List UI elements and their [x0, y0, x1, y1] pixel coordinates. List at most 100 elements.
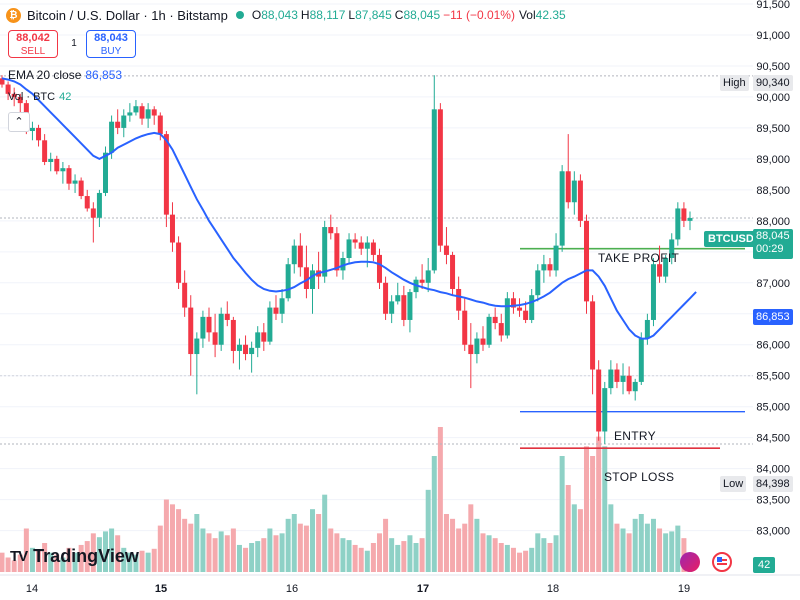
- volume-bar: [358, 547, 364, 572]
- volume-bar: [407, 535, 413, 572]
- volume-bar: [145, 552, 151, 572]
- candle-body: [681, 208, 687, 221]
- volume-bar: [127, 552, 133, 572]
- volume-bar: [437, 427, 443, 572]
- volume-bar: [103, 531, 109, 572]
- events-icon[interactable]: [680, 552, 700, 572]
- volume-bar: [279, 533, 285, 572]
- volume-bar: [60, 557, 66, 572]
- ema-legend[interactable]: EMA 20 close 86,853: [8, 68, 122, 82]
- candle-body: [121, 115, 127, 128]
- candle-body: [291, 245, 297, 265]
- volume-bar: [23, 528, 29, 572]
- volume-bar: [663, 533, 669, 572]
- candle-body: [334, 233, 340, 271]
- volume-bar: [48, 552, 54, 572]
- volume-bar: [236, 544, 242, 572]
- volume-bar: [608, 504, 614, 572]
- volume-bar: [376, 533, 382, 572]
- volume-bar: [596, 436, 602, 572]
- volume-bar: [115, 535, 121, 572]
- price-tick-label: 84,000: [756, 464, 790, 476]
- candle-body: [364, 242, 370, 249]
- sell-button[interactable]: 88,042 SELL: [8, 30, 58, 58]
- tradingview-mark-icon: TV: [10, 548, 28, 565]
- volume-bar: [413, 543, 419, 572]
- price-tick-label: 88,000: [756, 216, 790, 228]
- candle-body: [66, 168, 72, 184]
- volume-bar: [620, 528, 626, 572]
- volume-bar: [285, 518, 291, 572]
- candle-body: [663, 258, 669, 277]
- candle-body: [176, 242, 182, 283]
- buy-label: BUY: [100, 46, 122, 57]
- volume-bar: [66, 547, 72, 572]
- candle-body: [395, 295, 401, 302]
- candlesticks: [0, 75, 693, 444]
- candle-body: [206, 316, 212, 333]
- candle-body: [462, 310, 468, 345]
- candle-body: [163, 134, 169, 215]
- candle-body: [84, 196, 90, 209]
- volume-bar: [480, 533, 486, 572]
- collapse-legend-button[interactable]: ⌃: [8, 112, 30, 132]
- us-flag-icon[interactable]: [712, 552, 732, 572]
- volume-bar: [72, 552, 78, 572]
- volume-bar: [565, 485, 571, 572]
- volume-bar: [169, 504, 175, 572]
- volume-bars: [0, 427, 693, 572]
- price-tick-label: 90,000: [756, 92, 790, 104]
- volume-bar: [529, 547, 535, 572]
- candle-body: [650, 264, 656, 320]
- candle-body: [133, 106, 139, 113]
- volume-bar: [200, 528, 206, 572]
- volume-tag: 42: [753, 557, 776, 573]
- volume-bar: [84, 541, 90, 572]
- price-tick-label: 85,500: [756, 371, 790, 383]
- time-axis: 14 15 16 17 18 19: [0, 574, 800, 595]
- volume-bar: [559, 456, 565, 572]
- price-tick-label: 88,500: [756, 185, 790, 197]
- volume-bar: [504, 544, 510, 572]
- price-tick-label: 89,000: [756, 154, 790, 166]
- symbol-tag: BTCUSD: [704, 231, 758, 247]
- price-tick-label: 91,000: [756, 30, 790, 42]
- symbol-title[interactable]: Bitcoin / U.S. Dollar · 1h · Bitstamp: [27, 7, 228, 23]
- volume-bar: [462, 523, 468, 572]
- volume-bar: [517, 552, 523, 572]
- volume-bar: [352, 544, 358, 572]
- candle-body: [590, 301, 596, 370]
- buy-button[interactable]: 88,043 BUY: [86, 30, 136, 58]
- volume-bar: [510, 547, 516, 572]
- candle-body: [370, 242, 376, 255]
- volume-bar: [182, 518, 188, 572]
- volume-bar: [657, 528, 663, 572]
- close-value: 88,045: [403, 8, 441, 22]
- volume-bar: [291, 514, 297, 572]
- candle-body: [230, 319, 236, 351]
- volume-bar: [370, 543, 376, 572]
- volume-bar: [541, 538, 547, 572]
- candle-body: [151, 109, 157, 116]
- volume-bar: [29, 547, 35, 572]
- candle-body: [103, 152, 109, 193]
- candle-body: [11, 93, 17, 97]
- candle-body: [614, 369, 620, 382]
- time-tick-label: 19: [678, 583, 690, 595]
- volume-bar: [218, 531, 224, 572]
- candle-body: [5, 84, 11, 94]
- candle-body: [602, 388, 608, 432]
- volume-indicator-label: Vol · BTC: [8, 91, 56, 103]
- volume-bar: [249, 543, 255, 572]
- tradingview-logo[interactable]: TV TradingView: [10, 546, 139, 567]
- volume-bar: [535, 533, 541, 572]
- candle-body: [553, 245, 559, 271]
- time-tick-label: 18: [547, 583, 559, 595]
- sell-label: SELL: [20, 46, 46, 57]
- candle-body: [236, 344, 242, 351]
- last-price-tag: 88,045 00:29: [753, 229, 793, 259]
- price-tick-label: 85,000: [756, 402, 790, 414]
- volume-bar: [395, 544, 401, 572]
- volume-legend[interactable]: Vol · BTC 42: [8, 91, 71, 103]
